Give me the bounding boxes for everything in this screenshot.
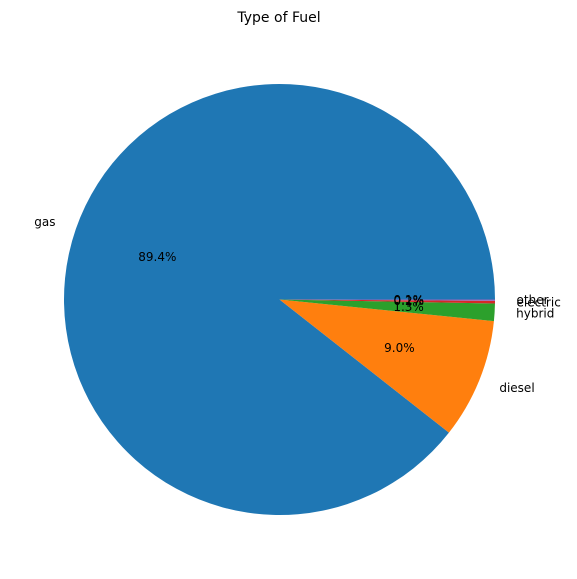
chart-title: Type of Fuel (236, 10, 320, 26)
category-label-gas: gas (34, 215, 55, 229)
category-label-electric: electric (517, 295, 561, 309)
slice-other (279, 299, 495, 301)
percent-label-gas: 89.4% (138, 250, 176, 264)
slice-electric (279, 299, 495, 304)
percent-label-electric: 0.2% (394, 294, 425, 308)
slice-diesel (279, 299, 494, 433)
percent-label-other: 0.1% (394, 293, 425, 307)
category-label-diesel: diesel (499, 381, 534, 395)
category-label-hybrid: hybrid (516, 307, 554, 321)
category-label-other: other (517, 293, 549, 307)
percent-label-diesel: 9.0% (384, 341, 415, 355)
percent-labels: 89.4% 9.0% 1.3%0.2%0.1% (138, 250, 424, 355)
pie-slices (63, 84, 495, 515)
slice-hybrid (279, 299, 495, 322)
slice-gas (63, 84, 495, 515)
percent-label-hybrid: 1.3% (393, 300, 424, 314)
